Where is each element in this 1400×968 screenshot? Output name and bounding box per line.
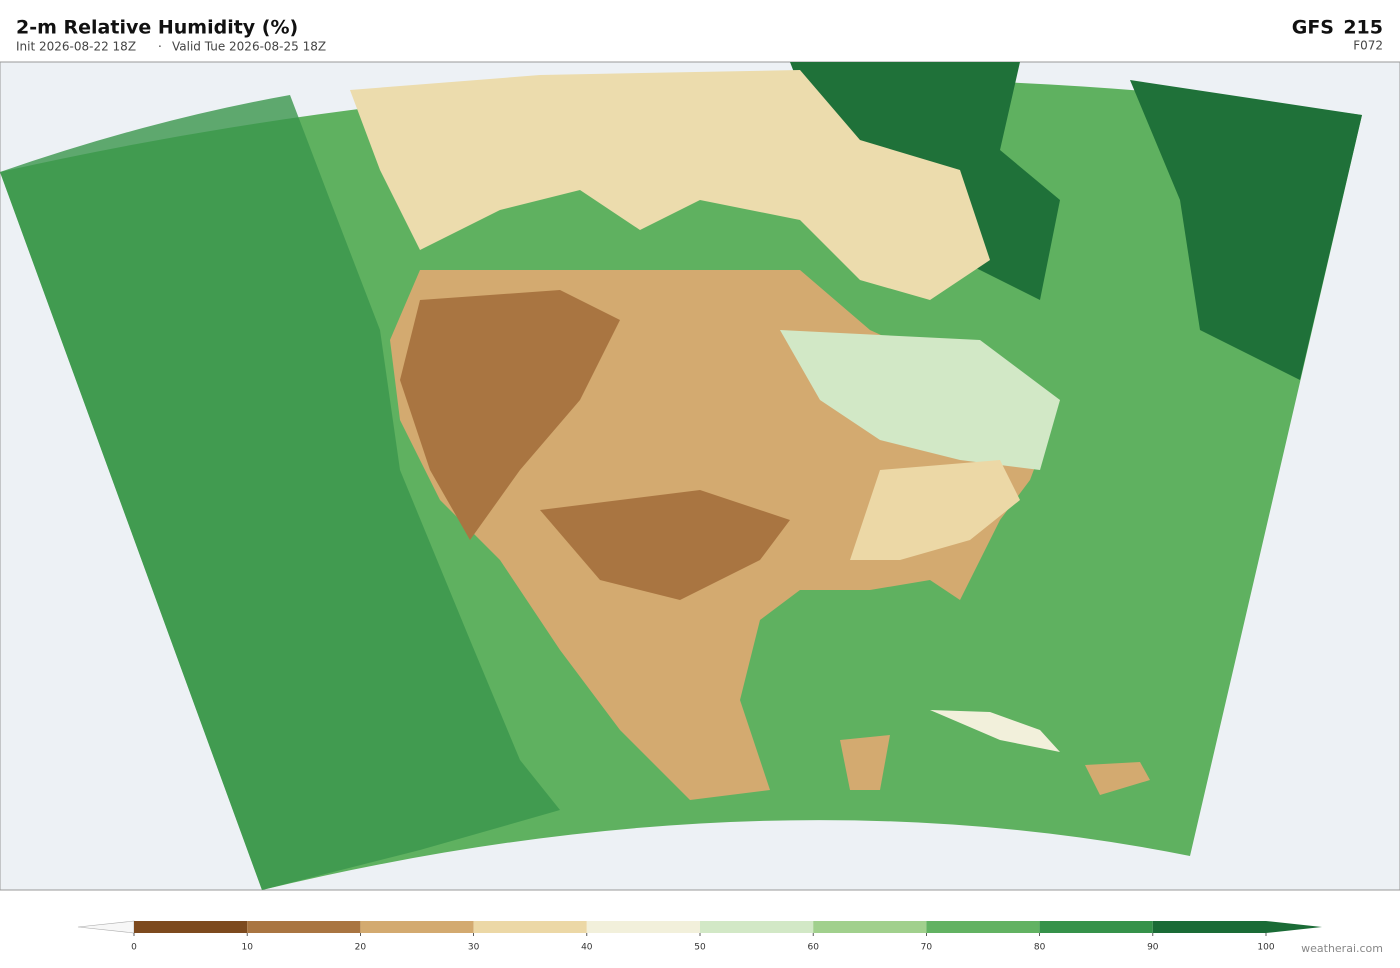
map <box>0 61 1400 891</box>
cuba <box>930 710 1060 752</box>
great-basin-dry <box>400 290 620 540</box>
grid: 215 <box>1343 17 1383 39</box>
colorbar-tick-label: 20 <box>355 943 367 953</box>
colorbar-segment <box>1039 921 1153 933</box>
pacific-moist <box>0 95 560 890</box>
colorbar-tick-label: 10 <box>241 943 253 953</box>
yucatan <box>840 735 890 790</box>
colorbar-segment <box>247 921 361 933</box>
colorbar-tick-label: 60 <box>807 943 819 953</box>
colorbar-tick-label: 40 <box>581 943 593 953</box>
colorbar-tick-label: 100 <box>1257 943 1274 953</box>
valid-time: Valid Tue 2026-08-25 18Z <box>172 40 326 54</box>
atlantic-moist <box>1130 80 1362 380</box>
colorbar-segment <box>926 921 1040 933</box>
colorbar-segment <box>1152 921 1266 933</box>
colorbar-segment <box>586 921 700 933</box>
colorbar-tick-label: 70 <box>921 943 933 953</box>
colorbar-tick-label: 0 <box>131 943 137 953</box>
colorbar-extend-max <box>1266 921 1322 933</box>
forecast-hour: F072 <box>1353 39 1383 53</box>
midwest-moist <box>780 330 1060 470</box>
init-time: Init 2026-08-22 18Z <box>16 40 136 54</box>
colorbar: 0 10 20 30 40 50 60 70 80 90 100 <box>131 921 1275 953</box>
colorbar-extend-min <box>77 920 135 934</box>
southeast-land <box>850 460 1020 560</box>
colorbar-tick-label: 30 <box>468 943 480 953</box>
colorbar-segment <box>700 921 814 933</box>
colorbar-segment <box>473 921 587 933</box>
model: GFS <box>1292 17 1334 39</box>
colorbar-tick-label: 80 <box>1034 943 1046 953</box>
credit: weatherai.com <box>1301 942 1383 955</box>
hudson-moist <box>790 62 1060 300</box>
colorbar-tick-label: 50 <box>694 943 706 953</box>
separator: · <box>158 40 162 54</box>
colorbar-segment <box>134 921 248 933</box>
colorbar-segment <box>360 921 474 933</box>
southwest-dry <box>540 490 790 600</box>
colorbar-segment <box>813 921 927 933</box>
hispaniola <box>1085 762 1150 795</box>
canada-land <box>350 70 990 300</box>
colorbar-tick-label: 90 <box>1147 943 1159 953</box>
title: 2-m Relative Humidity (%) <box>16 17 298 39</box>
